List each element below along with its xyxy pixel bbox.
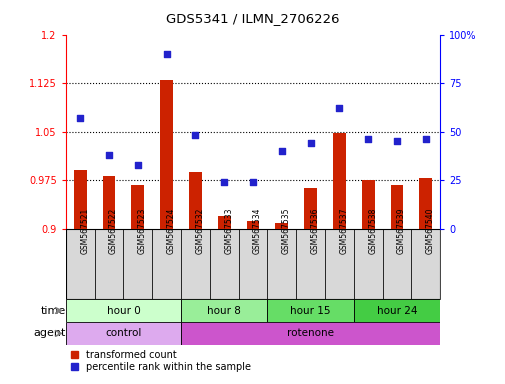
Point <box>421 136 429 142</box>
Text: GSM567538: GSM567538 <box>368 207 376 254</box>
Text: hour 0: hour 0 <box>106 306 140 316</box>
Bar <box>353 299 439 322</box>
Bar <box>361 180 374 228</box>
Point <box>392 138 400 144</box>
Text: agent: agent <box>33 328 66 338</box>
Bar <box>94 228 123 299</box>
Text: GSM567524: GSM567524 <box>166 207 175 254</box>
Bar <box>210 228 238 299</box>
Bar <box>353 228 382 299</box>
Bar <box>246 221 259 228</box>
Point <box>306 140 314 146</box>
Point <box>364 136 372 142</box>
Text: GSM567521: GSM567521 <box>80 207 89 254</box>
Point <box>162 51 170 57</box>
Text: GSM567536: GSM567536 <box>310 207 319 254</box>
Bar <box>295 228 324 299</box>
Bar <box>181 228 210 299</box>
Bar <box>74 170 86 228</box>
Bar <box>66 322 181 345</box>
Text: GSM567523: GSM567523 <box>137 207 146 254</box>
Bar <box>275 223 288 228</box>
Bar <box>152 228 181 299</box>
Bar <box>66 228 94 299</box>
Point <box>133 161 141 167</box>
Bar <box>419 178 431 228</box>
Text: GSM567535: GSM567535 <box>281 207 290 254</box>
Text: hour 15: hour 15 <box>290 306 330 316</box>
Bar <box>217 215 230 228</box>
Bar <box>267 299 353 322</box>
Bar <box>324 228 353 299</box>
Text: rotenone: rotenone <box>286 328 333 338</box>
Text: hour 24: hour 24 <box>376 306 417 316</box>
Bar <box>238 228 267 299</box>
Text: GSM567533: GSM567533 <box>224 207 233 254</box>
Point <box>220 179 228 185</box>
Bar <box>332 134 345 228</box>
Point <box>191 132 199 139</box>
Text: control: control <box>105 328 141 338</box>
Text: GSM567540: GSM567540 <box>425 207 434 254</box>
Text: GDS5341 / ILMN_2706226: GDS5341 / ILMN_2706226 <box>166 12 339 25</box>
Bar <box>411 228 439 299</box>
Point <box>76 115 84 121</box>
Bar <box>66 299 181 322</box>
Text: GSM567534: GSM567534 <box>252 207 262 254</box>
Bar <box>267 228 295 299</box>
Point <box>248 179 257 185</box>
Bar <box>382 228 411 299</box>
Bar <box>181 299 267 322</box>
Text: GSM567522: GSM567522 <box>109 207 118 254</box>
Text: GSM567532: GSM567532 <box>195 207 204 254</box>
Bar <box>390 185 402 228</box>
Bar <box>160 80 173 228</box>
Point <box>105 152 113 158</box>
Point <box>277 148 285 154</box>
Legend: transformed count, percentile rank within the sample: transformed count, percentile rank withi… <box>71 350 250 372</box>
Point <box>335 105 343 111</box>
Text: GSM567537: GSM567537 <box>339 207 348 254</box>
Bar <box>123 228 152 299</box>
Text: GSM567539: GSM567539 <box>396 207 405 254</box>
Bar <box>304 188 317 228</box>
Text: time: time <box>40 306 66 316</box>
Text: hour 8: hour 8 <box>207 306 241 316</box>
Bar <box>131 185 144 228</box>
Bar <box>188 172 201 228</box>
Bar <box>181 322 439 345</box>
Bar <box>103 175 115 228</box>
